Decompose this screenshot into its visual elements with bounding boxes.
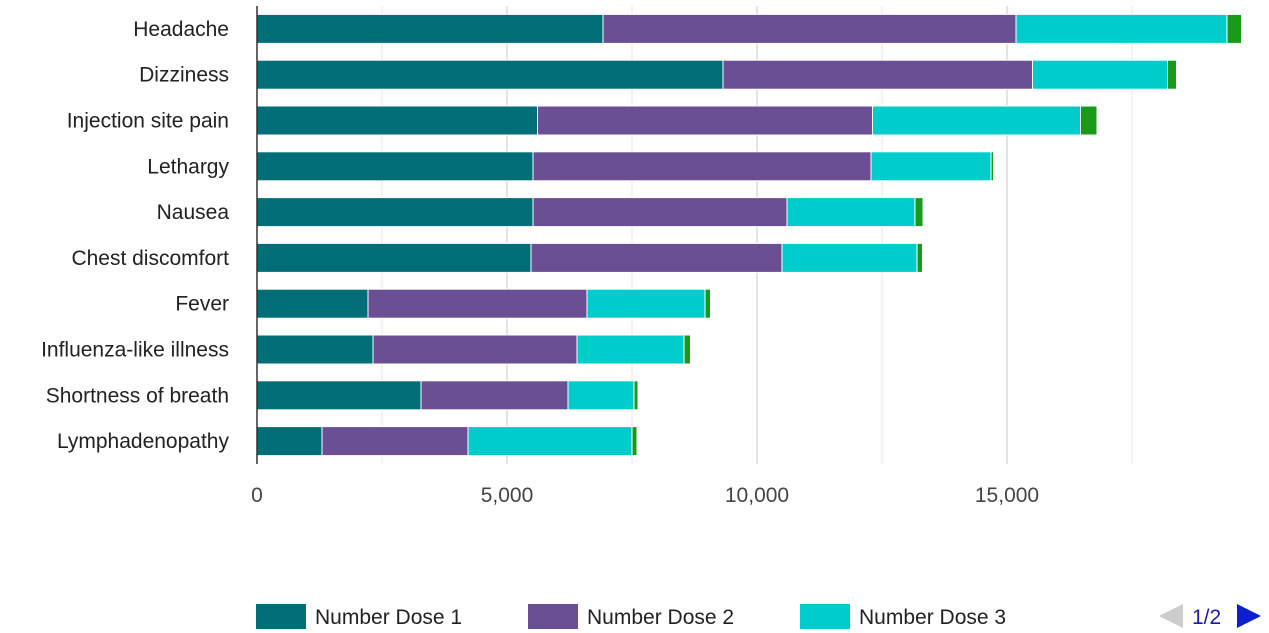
- bar-segment-series1[interactable]: [256, 334, 374, 365]
- category-label: Influenza-like illness: [41, 339, 229, 362]
- bar-segment-series3[interactable]: [786, 197, 916, 228]
- legend-page-indicator: 1/2: [1192, 606, 1221, 629]
- bar-segment-series4[interactable]: [704, 288, 711, 319]
- category-label: Lymphadenopathy: [57, 430, 230, 453]
- bar-segment-series4[interactable]: [631, 426, 638, 457]
- bar-segment-series3[interactable]: [781, 242, 918, 273]
- category-label: Fever: [175, 293, 229, 316]
- category-labels: Headache Dizziness Injection site pain Leth…: [41, 18, 229, 453]
- bar-segment-series2[interactable]: [722, 59, 1033, 90]
- legend: Number Dose 1 Number Dose 2 Number Dose 3: [256, 604, 1006, 629]
- bar-segment-series1[interactable]: [256, 105, 538, 136]
- x-tick-label: 5,000: [481, 484, 534, 507]
- legend-label: Number Dose 2: [587, 606, 734, 629]
- bar-segment-series4[interactable]: [1226, 13, 1242, 44]
- category-label: Lethargy: [147, 155, 229, 178]
- category-label: Shortness of breath: [46, 384, 229, 407]
- bar-segment-series2[interactable]: [532, 197, 788, 228]
- category-label: Dizziness: [139, 64, 229, 87]
- bar-segment-series3[interactable]: [1015, 13, 1228, 44]
- legend-label: Number Dose 3: [859, 606, 1006, 629]
- bars: [256, 13, 1242, 457]
- legend-label: Number Dose 1: [315, 606, 462, 629]
- bar-segment-series3[interactable]: [576, 334, 685, 365]
- legend-swatch: [528, 604, 578, 629]
- bar-segment-series2[interactable]: [602, 13, 1017, 44]
- bar-segment-series2[interactable]: [367, 288, 588, 319]
- bar-segment-series2[interactable]: [532, 151, 872, 182]
- x-tick-label: 0: [251, 484, 263, 507]
- bar-segment-series1[interactable]: [256, 59, 724, 90]
- bar-segment-series1[interactable]: [256, 380, 422, 411]
- x-tick-label: 10,000: [725, 484, 789, 507]
- category-label: Headache: [133, 18, 229, 41]
- legend-swatch: [256, 604, 306, 629]
- category-label: Injection site pain: [67, 110, 229, 133]
- bar-segment-series1[interactable]: [256, 13, 604, 44]
- bar-segment-series2[interactable]: [321, 426, 469, 457]
- bar-segment-series4[interactable]: [914, 197, 924, 228]
- bar-segment-series3[interactable]: [1032, 59, 1168, 90]
- legend-pager: 1/2: [1159, 604, 1261, 629]
- category-label: Chest discomfort: [71, 247, 229, 270]
- bar-segment-series4[interactable]: [1080, 105, 1098, 136]
- legend-next-page-icon[interactable]: [1237, 604, 1261, 628]
- bar-segment-series4[interactable]: [683, 334, 691, 365]
- bar-segment-series4[interactable]: [633, 380, 639, 411]
- bar-segment-series4[interactable]: [990, 151, 994, 182]
- bar-segment-series4[interactable]: [916, 242, 923, 273]
- bar-segment-series3[interactable]: [567, 380, 635, 411]
- bar-segment-series1[interactable]: [256, 197, 534, 228]
- legend-swatch: [800, 604, 850, 629]
- bar-segment-series2[interactable]: [530, 242, 783, 273]
- bar-segment-series3[interactable]: [872, 105, 1081, 136]
- category-label: Nausea: [157, 201, 230, 224]
- x-tick-label: 15,000: [975, 484, 1039, 507]
- bar-segment-series1[interactable]: [256, 288, 369, 319]
- bar-segment-series4[interactable]: [1167, 59, 1177, 90]
- bar-segment-series2[interactable]: [537, 105, 873, 136]
- x-tick-labels: 0 5,000 10,000 15,000: [251, 484, 1039, 507]
- bar-segment-series1[interactable]: [256, 151, 534, 182]
- bar-segment-series2[interactable]: [420, 380, 569, 411]
- bar-segment-series3[interactable]: [467, 426, 633, 457]
- bar-segment-series1[interactable]: [256, 426, 323, 457]
- bar-segment-series1[interactable]: [256, 242, 532, 273]
- bar-segment-series3[interactable]: [870, 151, 992, 182]
- bar-segment-series2[interactable]: [372, 334, 578, 365]
- bar-segment-series3[interactable]: [586, 288, 706, 319]
- legend-prev-page-icon[interactable]: [1159, 604, 1183, 628]
